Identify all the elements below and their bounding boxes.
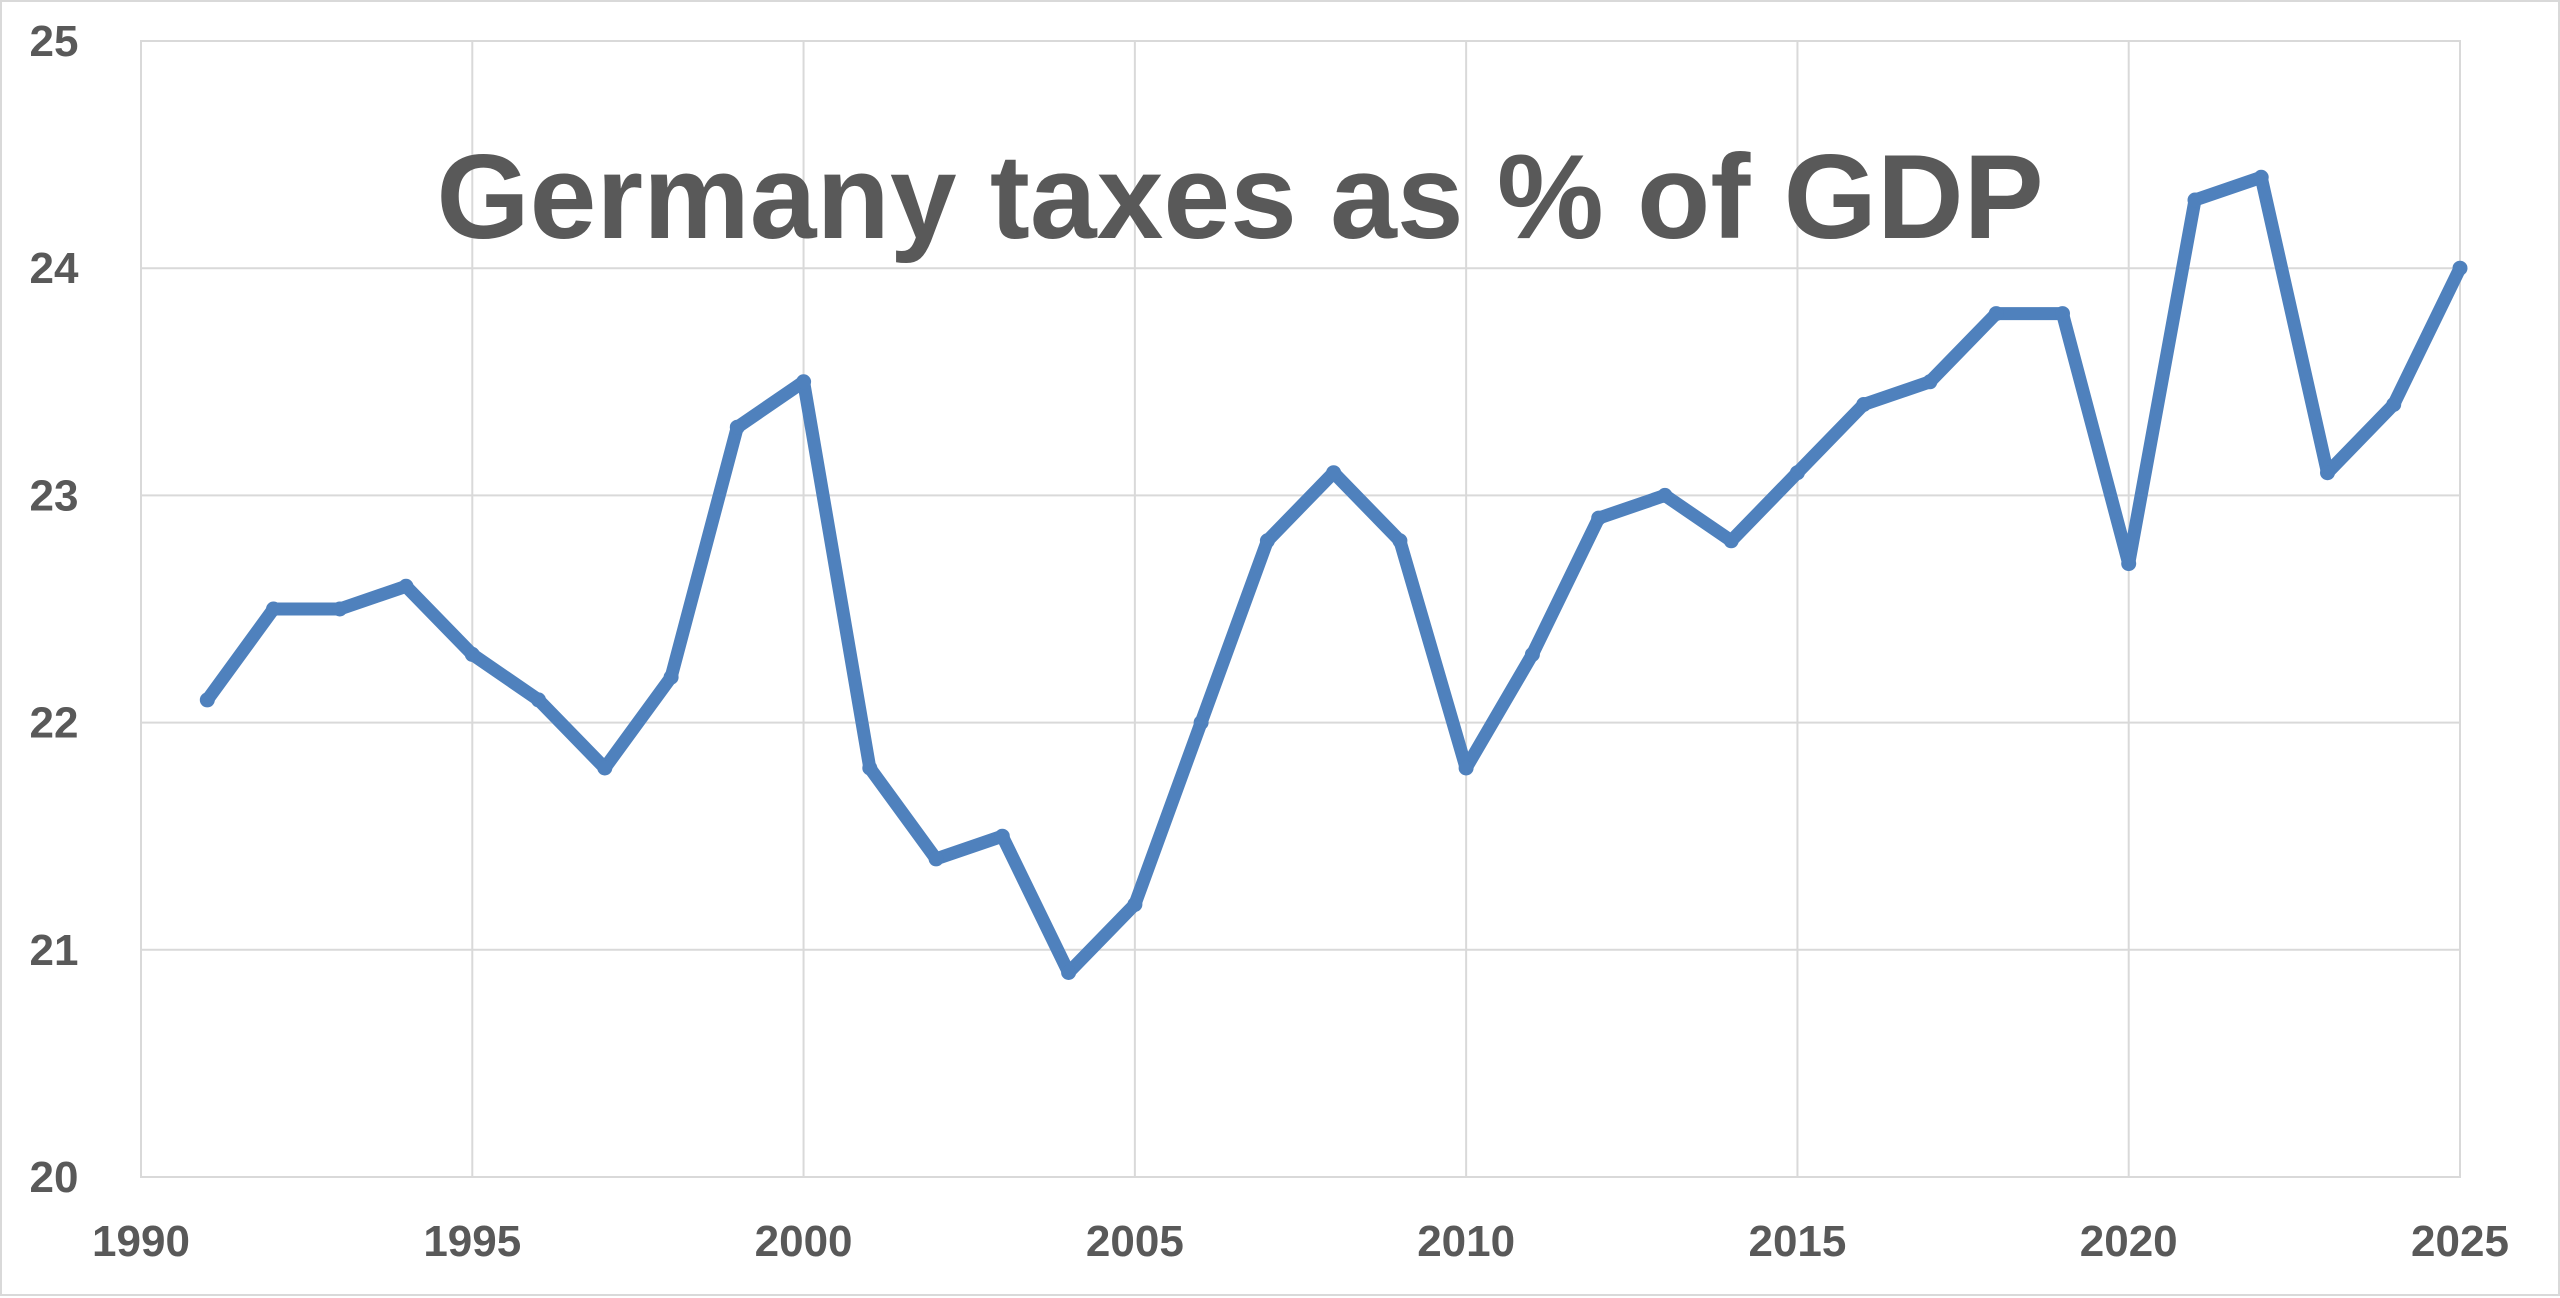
data-point: [2121, 556, 2137, 572]
data-point: [862, 760, 878, 776]
chart-title: Germany taxes as % of GDP: [436, 130, 2043, 264]
y-axis-tick-labels: 20 21 22 23 24 25: [30, 17, 79, 1202]
x-tick-label: 1995: [423, 1217, 521, 1266]
series-line: [200, 170, 2467, 979]
series-layer: [199, 169, 2468, 980]
data-point: [531, 692, 546, 708]
y-tick-label: 22: [30, 699, 79, 748]
data-point: [199, 692, 215, 708]
data-point: [1193, 715, 1209, 731]
data-point: [398, 578, 414, 594]
x-tick-label: 2005: [1086, 1217, 1184, 1266]
y-tick-label: 20: [30, 1153, 79, 1202]
x-tick-label: 2025: [2411, 1217, 2509, 1266]
data-point: [1524, 646, 1540, 662]
data-point: [2187, 192, 2203, 208]
data-point: [1591, 510, 1607, 526]
data-point: [266, 601, 281, 617]
data-point: [1922, 374, 1938, 390]
axes: [140, 40, 2461, 1178]
data-point: [1789, 465, 1805, 481]
y-tick-label: 23: [30, 471, 79, 520]
y-tick-label: 25: [30, 17, 79, 66]
data-point: [464, 646, 480, 662]
x-tick-label: 2020: [2080, 1217, 2178, 1266]
data-point: [1127, 896, 1143, 912]
data-point: [1458, 760, 1474, 776]
x-tick-label: 1990: [92, 1217, 190, 1266]
data-point: [2055, 306, 2070, 322]
x-axis-tick-labels: 1990 1995 2000 2005 2010 2015 2020 2025: [92, 1217, 2509, 1266]
data-point: [2320, 465, 2335, 481]
data-point: [597, 760, 613, 776]
data-point: [1856, 397, 1872, 412]
y-tick-label: 24: [30, 244, 79, 293]
data-point: [2452, 260, 2468, 276]
data-point: [1392, 533, 1408, 549]
x-tick-label: 2000: [755, 1217, 853, 1266]
data-point: [796, 374, 812, 390]
data-point: [1723, 533, 1739, 549]
data-point: [928, 851, 944, 867]
data-point: [1326, 465, 1342, 481]
data-point: [1259, 533, 1275, 549]
data-point: [729, 419, 745, 435]
data-point: [994, 828, 1010, 844]
y-tick-label: 21: [30, 926, 79, 975]
data-point: [663, 669, 679, 685]
data-point: [1988, 306, 2004, 322]
x-tick-label: 2010: [1417, 1217, 1515, 1266]
plot-border: [140, 40, 2461, 1178]
data-point: [1061, 965, 1077, 980]
data-point: [2386, 397, 2402, 412]
data-point: [2253, 169, 2269, 185]
data-point: [332, 601, 348, 617]
data-point: [1657, 487, 1673, 503]
x-tick-label: 2015: [1748, 1217, 1846, 1266]
